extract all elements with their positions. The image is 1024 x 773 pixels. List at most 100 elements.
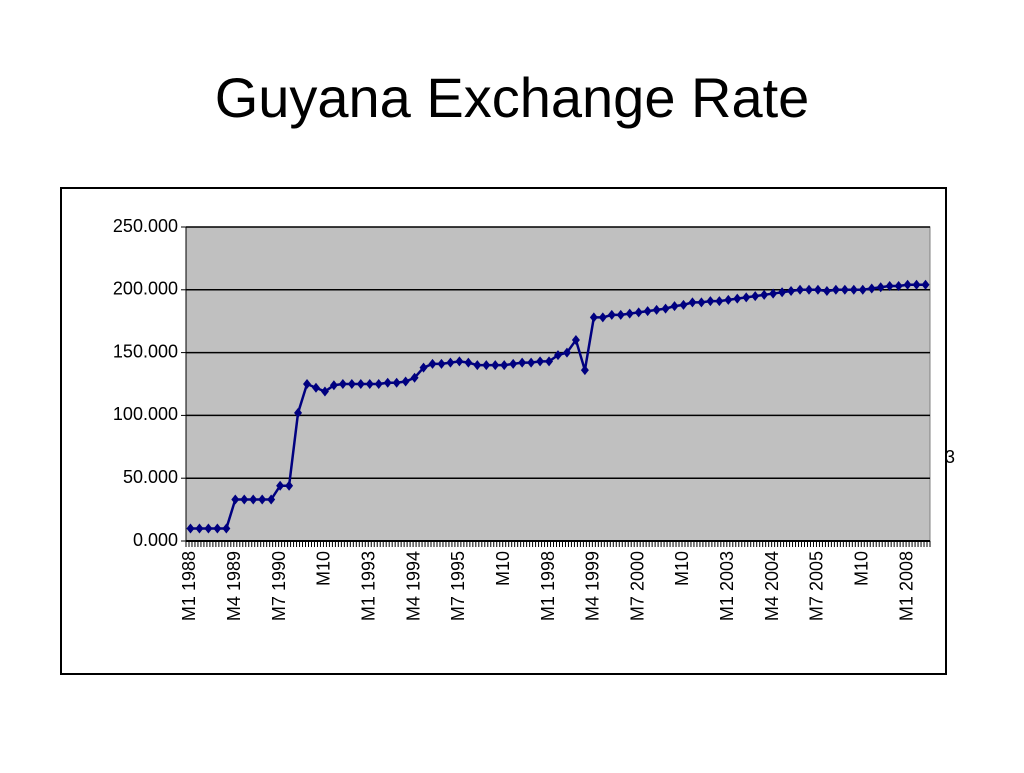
point-marker <box>867 283 876 294</box>
x-tick-label: M1 1988 <box>179 551 199 621</box>
x-tick-label: M7 1995 <box>448 551 468 621</box>
point-marker <box>589 312 598 323</box>
point-marker <box>473 360 482 371</box>
point-marker <box>536 356 545 367</box>
point-marker <box>258 494 267 505</box>
point-marker <box>545 356 554 367</box>
x-tick-label: M1 1993 <box>359 551 379 621</box>
point-marker <box>804 284 813 295</box>
point-marker <box>347 379 356 389</box>
chart-title: Guyana Exchange Rate <box>215 66 810 129</box>
point-marker <box>670 301 679 312</box>
point-marker <box>876 282 885 293</box>
point-marker <box>903 279 912 290</box>
y-tick-label: 0.000 <box>133 530 178 550</box>
point-marker <box>294 407 303 418</box>
point-marker <box>661 303 670 314</box>
point-marker <box>554 350 562 361</box>
x-tick-label: M4 1989 <box>224 551 244 621</box>
point-marker <box>267 494 276 505</box>
point-marker <box>580 365 589 376</box>
point-marker <box>885 281 894 292</box>
y-tick-label: 200.000 <box>113 279 178 299</box>
point-marker <box>894 281 903 292</box>
point-marker <box>751 291 760 302</box>
point-marker <box>491 360 500 371</box>
x-tick-label: M4 1994 <box>403 551 423 621</box>
point-marker <box>715 296 724 307</box>
point-marker <box>320 386 329 397</box>
point-marker <box>912 279 921 290</box>
point-marker <box>921 279 930 290</box>
point-marker <box>356 379 365 389</box>
point-marker <box>383 377 392 388</box>
point-marker <box>222 523 231 534</box>
point-marker <box>509 358 518 369</box>
point-marker <box>527 357 536 368</box>
point-marker <box>410 372 419 383</box>
point-marker <box>249 494 258 505</box>
y-tick-label: 250.000 <box>113 216 178 236</box>
point-marker <box>285 480 294 491</box>
point-marker <box>625 308 634 319</box>
point-marker <box>437 358 446 369</box>
point-marker <box>607 309 616 320</box>
point-marker <box>464 357 473 368</box>
y-tick-label: 150.000 <box>113 341 178 361</box>
point-marker <box>742 292 751 303</box>
point-marker <box>787 286 796 297</box>
point-marker <box>186 523 195 534</box>
point-marker <box>598 312 607 323</box>
point-marker <box>204 523 213 534</box>
point-marker <box>428 358 437 369</box>
point-marker <box>365 379 374 389</box>
point-marker <box>796 284 805 295</box>
point-marker <box>679 299 688 310</box>
point-marker <box>778 287 787 298</box>
point-marker <box>706 296 715 307</box>
x-tick-label: M1 2003 <box>717 551 737 621</box>
point-marker <box>213 523 222 534</box>
point-marker <box>571 335 580 346</box>
point-marker <box>482 360 491 371</box>
x-tick-label: M7 1990 <box>269 551 289 621</box>
point-marker <box>455 356 464 367</box>
x-tick-label: M10 <box>672 551 692 586</box>
y-tick-label: 100.000 <box>113 404 178 424</box>
x-tick-label: M10 <box>493 551 513 586</box>
x-tick-label: M7 2000 <box>627 551 647 621</box>
plot-area <box>185 226 931 542</box>
x-tick-label: M10 <box>852 551 872 586</box>
point-marker <box>616 309 625 320</box>
x-tick-label: M7 2005 <box>807 551 827 621</box>
y-tick-label: 50.000 <box>123 467 178 487</box>
x-tick-label: M4 1999 <box>583 551 603 621</box>
point-marker <box>724 294 733 305</box>
point-marker <box>688 297 697 308</box>
point-marker <box>500 360 509 371</box>
point-marker <box>840 284 849 295</box>
point-marker <box>518 357 527 368</box>
point-marker <box>733 293 742 304</box>
point-marker <box>760 289 769 300</box>
point-marker <box>822 286 831 297</box>
x-tick-label: M1 2008 <box>896 551 916 621</box>
point-marker <box>231 494 240 505</box>
point-marker <box>276 480 285 491</box>
point-marker <box>303 379 312 389</box>
point-marker <box>401 376 410 387</box>
point-marker <box>643 306 652 317</box>
point-marker <box>858 284 867 295</box>
point-marker <box>849 284 858 295</box>
point-marker <box>392 377 401 388</box>
point-marker <box>240 494 249 505</box>
point-marker <box>419 362 428 373</box>
point-marker <box>652 304 661 315</box>
x-tick-label: M10 <box>314 551 334 586</box>
point-marker <box>374 379 383 389</box>
point-marker <box>769 288 778 299</box>
x-tick-label: M4 2004 <box>762 551 782 621</box>
point-marker <box>338 379 347 389</box>
